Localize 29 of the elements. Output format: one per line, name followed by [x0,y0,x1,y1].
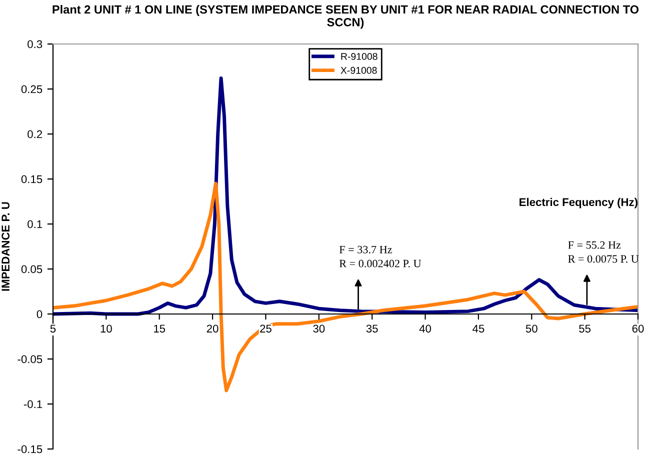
x-tick-label: 55 [579,324,591,333]
y-tick-label: -0.15 [18,445,42,454]
y-tick-label: 0.3 [28,40,42,48]
annotation: F = 55.2 Hz R = 0.0075 P. U [568,241,639,263]
y-tick-label: 0.2 [28,130,42,138]
x-axis-title: Electric Fequency (Hz) [520,198,638,208]
x-tick-label: 10 [100,324,112,333]
legend-label: R-91008 [341,53,378,60]
y-tick-label: -0.05 [18,355,42,364]
x-tick-label: 5 [50,324,56,333]
annotation: F = 33.7 Hz R = 0.002402 P. U [339,246,422,268]
x-tick-label: 25 [260,324,272,333]
x-tick-label: 60 [632,324,644,333]
y-tick-label: 0.25 [21,85,42,94]
x-tick-label: 30 [313,324,325,333]
x-tick-label: 15 [154,324,166,333]
x-tick-label: 20 [206,324,218,333]
x-tick-label: 35 [366,324,378,333]
x-tick-label: 45 [472,324,484,333]
y-tick-label: 0.15 [21,175,42,184]
legend-label: X-91008 [340,66,377,74]
x-tick-label: 50 [526,324,538,333]
y-tick-label: 0 [36,310,42,318]
x-tick-label: 40 [419,324,432,333]
y-tick-label: -0.1 [24,400,42,408]
y-axis-title: IMPEDANCE P. U [2,202,10,291]
y-tick-label: 0.05 [21,265,42,274]
chart-title: Plant 2 UNIT # 1 ON LINE (SYSTEM IMPEDANCE SEEN BY UNIT #1 FOR NEAR RADIAL CONNECTION TO SCCN) [52,4,639,29]
y-tick-label: 0.1 [28,220,42,228]
